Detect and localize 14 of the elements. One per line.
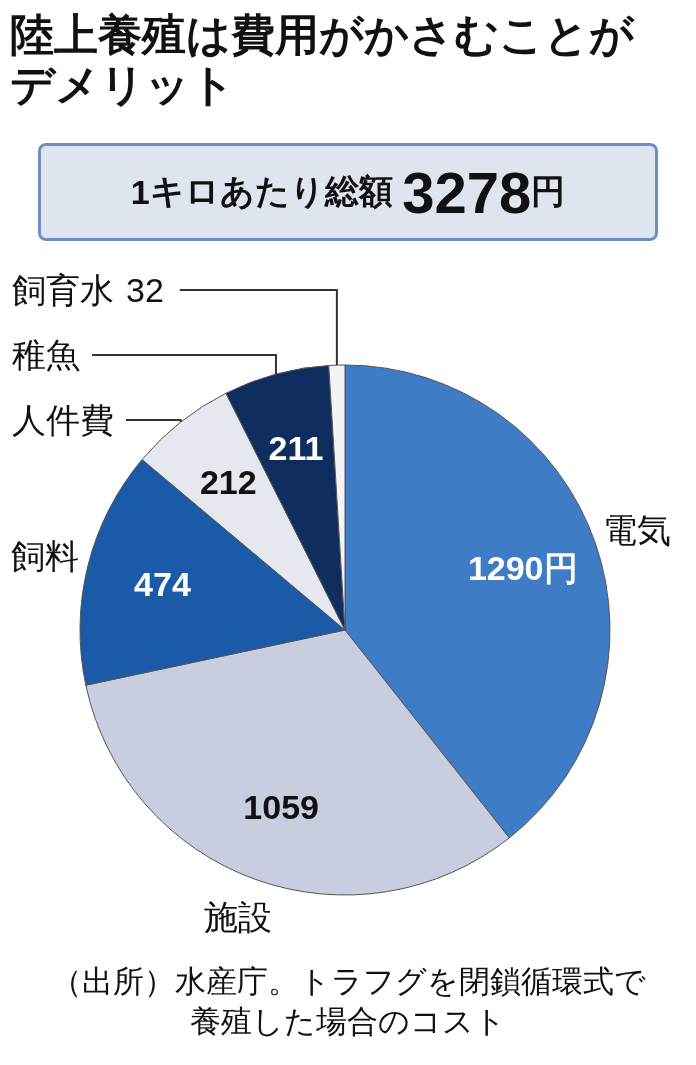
data-label: 1059 [243,788,320,826]
data-label: 211 [268,429,324,468]
slice-label: 施設 [203,897,272,936]
data-label: 212 [199,463,257,502]
slice-label: 電気 [602,510,671,549]
data-label: 32 [126,271,164,309]
slice-label: 飼育水 [12,271,114,309]
data-label: 474 [134,565,191,604]
slice-label: 人件費 [12,401,114,439]
slice-label: 飼料 [11,537,80,576]
chart-title: 陸上養殖は費用がかさむことがデメリット [10,10,636,110]
data-label: 1290円 [467,549,578,588]
slice-label: 稚魚 [12,336,80,374]
text: （出所）水産庁。トラフグを閉鎖循環式で養殖した場合のコスト [49,963,647,1041]
